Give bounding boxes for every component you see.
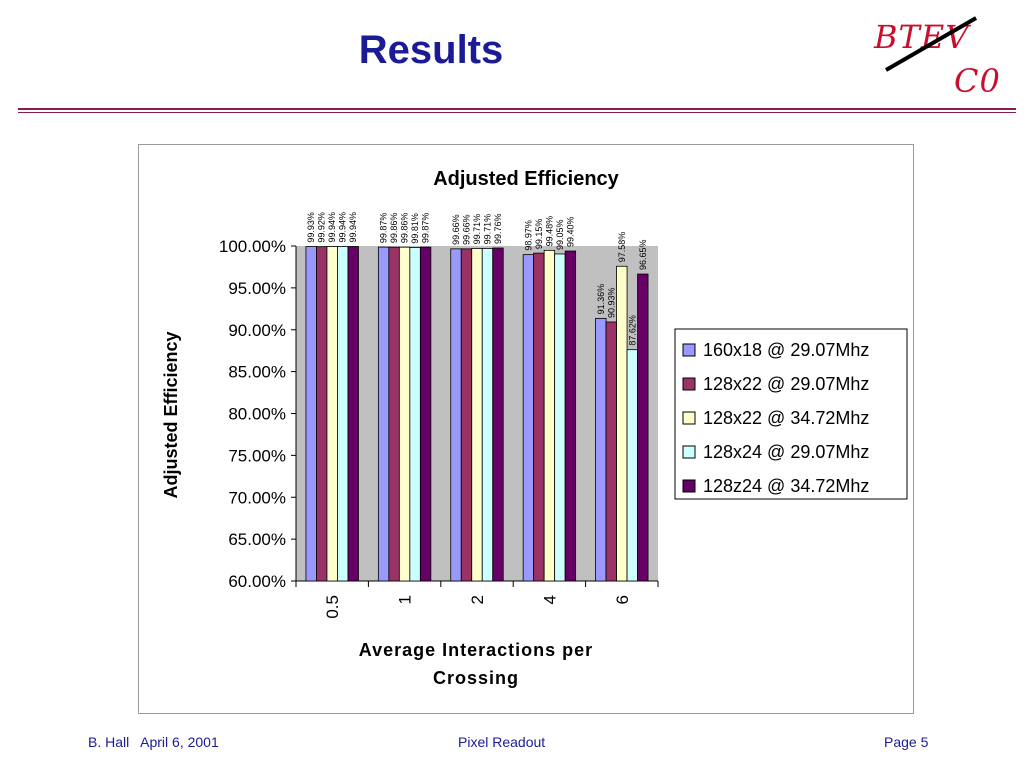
- bar: [326, 246, 338, 582]
- legend-swatch: [682, 343, 696, 357]
- x-tick-label: 4: [540, 595, 559, 604]
- legend-swatch: [682, 411, 696, 425]
- legend: 160x18 @ 29.07Mhz 128x22 @ 29.07Mhz 128x22…: [674, 328, 908, 500]
- data-label: 90.93%: [606, 287, 616, 318]
- data-label: 99.48%: [544, 216, 554, 247]
- header-rule-thin: [18, 112, 1016, 113]
- legend-swatch: [682, 377, 696, 391]
- bar: [616, 265, 628, 582]
- data-label: 99.94%: [338, 212, 348, 243]
- y-axis-title: Adjusted Efficiency: [161, 331, 181, 498]
- bar: [398, 246, 411, 582]
- bar: [450, 248, 462, 582]
- data-label: 99.15%: [534, 219, 544, 250]
- x-tick-label: 2: [468, 595, 487, 604]
- data-label: 99.66%: [451, 214, 461, 245]
- bar: [305, 246, 317, 582]
- bar: [377, 246, 390, 582]
- legend-swatch: [682, 479, 696, 493]
- legend-label: 160x18 @ 29.07Mhz: [703, 340, 869, 360]
- y-tick-label: 90.00%: [228, 321, 286, 340]
- footer-author-date: B. Hall April 6, 2001: [88, 734, 219, 750]
- data-label: 99.94%: [327, 212, 337, 243]
- data-label: 99.71%: [483, 214, 493, 245]
- bar: [316, 246, 328, 582]
- bar: [481, 248, 494, 582]
- y-tick-label: 85.00%: [228, 363, 286, 382]
- y-tick-label: 80.00%: [228, 405, 286, 424]
- chart-title: Adjusted Efficiency: [433, 168, 619, 190]
- y-tick-label: 95.00%: [228, 279, 286, 298]
- efficiency-chart: Adjusted Efficiency 100.00% 95.00% 90.00% 8…: [161, 168, 908, 688]
- bar: [637, 273, 649, 582]
- data-label: 99.76%: [493, 213, 503, 244]
- bar: [471, 248, 483, 582]
- x-tick-label: 0.5: [323, 595, 342, 619]
- btev-logo: BTEV C0: [866, 16, 1016, 108]
- y-tick-label: 65.00%: [228, 530, 286, 549]
- legend-label: 128x22 @ 34.72Mhz: [703, 408, 869, 428]
- y-tick-label: 60.00%: [228, 572, 286, 591]
- data-label: 99.66%: [462, 214, 472, 245]
- bar: [347, 246, 359, 582]
- data-label: 99.71%: [472, 214, 482, 245]
- legend-swatch: [682, 445, 696, 459]
- data-label: 99.86%: [389, 213, 399, 244]
- bar: [419, 246, 432, 582]
- bar: [626, 349, 638, 582]
- data-label: 98.97%: [523, 220, 533, 251]
- data-label: 99.93%: [306, 212, 316, 243]
- bar: [605, 321, 617, 582]
- legend-box: [674, 328, 908, 500]
- bar: [337, 246, 349, 582]
- logo-text-bottom: C0: [954, 62, 1001, 100]
- y-tick-label: 100.00%: [219, 237, 286, 256]
- bar: [533, 252, 545, 582]
- data-label: 99.87%: [379, 213, 389, 244]
- data-label: 99.87%: [421, 213, 431, 244]
- bar: [543, 249, 556, 582]
- bar: [522, 254, 535, 582]
- y-tick-label: 70.00%: [228, 488, 286, 507]
- data-label: 96.65%: [638, 240, 648, 271]
- bar: [388, 246, 400, 582]
- chart-frame: Adjusted Efficiency 100.00% 95.00% 90.00% 8…: [138, 144, 914, 714]
- bar: [554, 253, 566, 582]
- legend-label: 128x24 @ 29.07Mhz: [703, 442, 869, 462]
- y-tick-label: 75.00%: [228, 446, 286, 465]
- legend-label: 128x22 @ 29.07Mhz: [703, 374, 869, 394]
- bar: [564, 250, 577, 582]
- bar: [492, 247, 504, 582]
- bar: [595, 317, 607, 582]
- data-label: 99.40%: [565, 216, 575, 247]
- bar: [409, 247, 421, 582]
- data-label: 87.62%: [627, 315, 637, 346]
- x-tick-label: 6: [613, 595, 632, 604]
- data-label: 99.86%: [400, 213, 410, 244]
- footer-page-number: Page 5: [884, 734, 929, 750]
- data-label: 99.81%: [410, 213, 420, 244]
- data-label: 91.36%: [596, 284, 606, 315]
- header-rule: [18, 108, 1016, 110]
- legend-label: 128z24 @ 34.72Mhz: [703, 476, 869, 496]
- data-label: 97.58%: [617, 232, 627, 263]
- data-label: 99.94%: [348, 212, 358, 243]
- x-axis-title: Average Interactions per Crossing: [359, 640, 593, 688]
- footer-title: Pixel Readout: [458, 734, 546, 750]
- bar: [460, 248, 473, 582]
- slide-title: Results: [358, 28, 504, 72]
- x-tick-label: 1: [396, 595, 415, 604]
- data-label: 99.92%: [317, 212, 327, 243]
- data-label: 99.05%: [555, 219, 565, 250]
